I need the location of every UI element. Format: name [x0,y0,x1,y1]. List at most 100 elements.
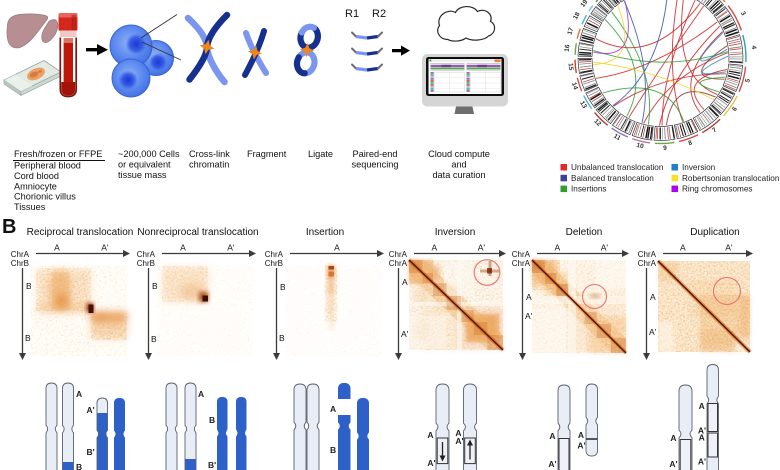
svg-text:A: A [432,243,438,253]
svg-text:A: A [699,401,705,411]
svg-text:8: 8 [688,139,694,147]
svg-text:and: and [451,159,466,169]
svg-text:ChrA: ChrA [137,250,156,259]
svg-text:A': A' [427,458,435,468]
svg-text:Peripheral blood: Peripheral blood [14,161,81,171]
svg-text:15: 15 [567,63,575,71]
svg-text:ChrA: ChrA [638,250,657,259]
svg-text:B': B' [279,333,287,343]
svg-text:B: B [152,281,158,291]
svg-text:ChrB: ChrB [265,259,283,268]
svg-text:A: A [699,433,705,443]
svg-text:5: 5 [744,78,752,84]
svg-text:A: A [549,431,555,441]
svg-text:ChrA: ChrA [389,259,408,268]
svg-text:A: A [680,243,686,253]
svg-text:Inversion: Inversion [682,163,716,172]
svg-text:9: 9 [663,145,667,152]
svg-text:A': A' [525,311,533,321]
svg-text:3: 3 [739,10,747,17]
svg-text:A: A [402,277,408,287]
svg-text:A: A [54,243,60,253]
svg-text:12: 12 [592,118,602,128]
svg-text:B: B [26,281,32,291]
svg-text:Paired-end: Paired-end [353,149,398,159]
svg-text:Reciprocal translocation: Reciprocal translocation [27,227,134,238]
svg-text:A': A' [698,426,706,436]
svg-text:A': A' [401,329,409,339]
svg-text:B': B' [151,334,159,344]
svg-text:B: B [76,462,82,470]
svg-text:Deletion: Deletion [566,227,603,238]
svg-text:A': A' [649,327,657,337]
svg-text:A': A' [87,405,95,415]
svg-text:A': A' [698,457,706,467]
svg-text:18: 18 [572,11,582,21]
svg-text:Inversion: Inversion [435,227,476,238]
svg-text:14: 14 [570,82,579,91]
svg-text:A: A [455,428,461,438]
svg-text:Ligate: Ligate [308,149,333,159]
svg-text:A: A [650,292,656,302]
svg-text:17: 17 [566,26,575,35]
svg-text:A': A' [101,243,109,253]
svg-text:data curation: data curation [432,170,485,180]
svg-text:Fragment: Fragment [247,149,287,159]
svg-text:chromatin: chromatin [189,159,229,169]
svg-text:Cloud compute: Cloud compute [428,149,490,159]
svg-text:A': A' [227,243,235,253]
svg-text:Amniocyte: Amniocyte [14,181,57,191]
svg-text:Insertions: Insertions [571,185,607,194]
svg-text:Unbalanced translocation: Unbalanced translocation [571,163,664,172]
svg-text:10: 10 [636,142,645,151]
svg-text:Chorionic villus: Chorionic villus [14,192,76,202]
svg-text:Insertion: Insertion [306,227,344,238]
svg-text:ChrA: ChrA [638,259,657,268]
svg-text:4: 4 [750,45,757,50]
svg-text:ChrA: ChrA [265,250,284,259]
svg-text:7: 7 [711,126,718,134]
svg-text:Ring chromosomes: Ring chromosomes [682,185,753,194]
svg-text:Balanced translocation: Balanced translocation [571,174,654,183]
svg-text:A: A [670,433,676,443]
svg-text:Cord blood: Cord blood [14,171,59,181]
svg-text:A: A [526,292,532,302]
svg-text:Fresh/frozen or FFPE: Fresh/frozen or FFPE [14,149,102,159]
svg-text:A': A' [601,243,609,253]
svg-text:A: A [334,243,340,253]
svg-text:ChrB: ChrB [137,259,155,268]
svg-text:R2: R2 [372,8,386,20]
svg-text:B: B [209,415,215,425]
svg-text:R1: R1 [345,8,359,20]
svg-text:Cross-link: Cross-link [189,149,230,159]
svg-text:sequencing: sequencing [352,159,399,169]
svg-text:A: A [76,389,82,399]
svg-text:ChrA: ChrA [512,259,531,268]
svg-text:A: A [555,243,561,253]
svg-text:19: 19 [579,0,589,9]
svg-text:A': A' [478,243,486,253]
svg-text:A': A' [455,436,463,446]
svg-text:B: B [330,445,336,455]
svg-text:or equivalent: or equivalent [118,159,171,169]
svg-text:A': A' [548,459,556,469]
svg-text:ChrA: ChrA [389,250,408,259]
svg-text:ChrB: ChrB [11,259,29,268]
svg-text:A: A [198,389,204,399]
svg-text:B: B [280,282,286,292]
svg-text:A': A' [669,459,677,469]
svg-text:~200,000 Cells: ~200,000 Cells [118,149,180,159]
svg-text:16: 16 [564,44,572,52]
svg-text:B: B [2,216,16,238]
svg-text:Duplication: Duplication [690,227,739,238]
svg-text:ChrA: ChrA [11,250,30,259]
svg-text:B': B' [87,447,95,457]
svg-text:Tissues: Tissues [14,202,46,212]
svg-text:A: A [578,430,584,440]
svg-text:A: A [330,404,336,414]
svg-text:ChrA: ChrA [512,250,531,259]
svg-text:B': B' [25,333,33,343]
svg-text:11: 11 [612,133,622,143]
svg-text:tissue mass: tissue mass [118,170,167,180]
svg-text:B': B' [208,460,216,470]
